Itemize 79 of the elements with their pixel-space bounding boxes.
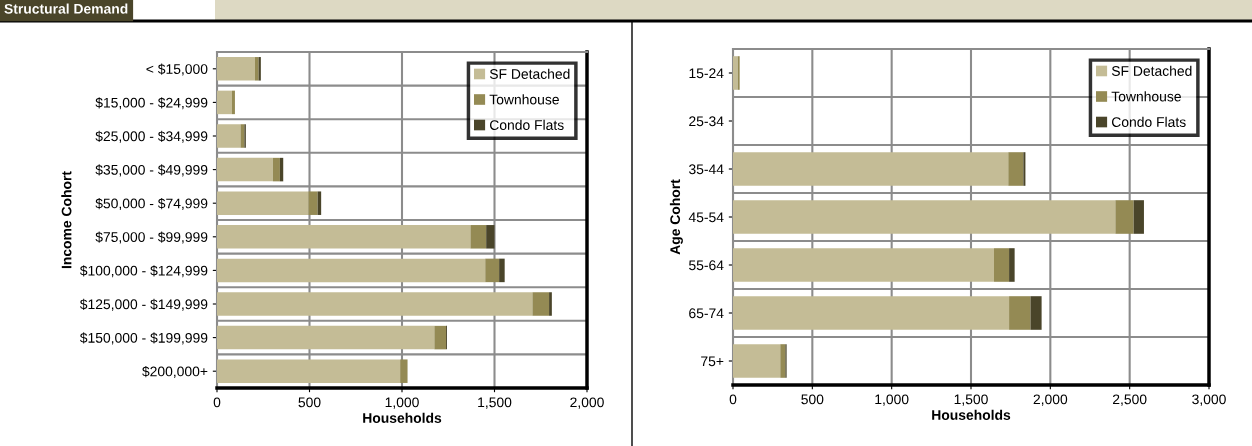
legend-label: Condo Flats: [489, 119, 564, 130]
legend-label: Condo Flats: [1111, 116, 1186, 127]
bar: [217, 225, 471, 249]
y-tick-label: 65-74: [689, 308, 724, 319]
bar: [217, 325, 435, 350]
bar: [470, 225, 487, 249]
bar: [434, 325, 447, 350]
x-tick-label: 2,500: [1112, 394, 1147, 406]
y-tick-label: 25-34: [689, 116, 724, 127]
bar: [499, 258, 505, 283]
bar: [240, 124, 245, 148]
x-tick-label: 500: [298, 397, 321, 408]
y-tick-label: 75+: [701, 356, 724, 367]
x-tick-label: 2,000: [1033, 394, 1068, 406]
y-tick-label: 35-44: [688, 164, 724, 175]
text: Structural Demand: [4, 3, 128, 14]
y-tick-label: 55-64: [689, 260, 724, 271]
y-axis-title: Age Cohort: [669, 179, 683, 255]
y-tick-label: 15-24: [689, 68, 724, 79]
bar: [1133, 200, 1144, 234]
bar: [733, 344, 781, 378]
bar: [308, 191, 318, 215]
x-axis-title: Households: [932, 409, 1011, 420]
y-tick-label: $75,000 - $99,999: [95, 231, 208, 244]
legend-label: Townhouse: [1111, 91, 1181, 102]
bar: [254, 57, 259, 81]
y-tick-label: < $15,000: [146, 63, 208, 76]
y-tick-label: $25,000 - $34,999: [95, 130, 208, 143]
bar: [217, 292, 533, 316]
bar: [217, 258, 486, 283]
bar: [217, 157, 273, 182]
bar: [272, 157, 280, 182]
bar: [1023, 152, 1026, 186]
bar: [733, 200, 1116, 234]
bar: [486, 225, 495, 249]
y-tick-label: $150,000 - $199,999: [79, 332, 208, 345]
x-tick-label: 3,000: [1192, 394, 1226, 406]
x-tick-label: 1,500: [478, 397, 512, 409]
y-tick-label: $125,000 - $149,999: [79, 298, 208, 311]
y-tick-label: 45-54: [688, 212, 724, 223]
y-tick-label: $35,000 - $49,999: [95, 164, 208, 177]
x-tick-label: 2,000: [570, 397, 604, 409]
bar: [733, 56, 738, 90]
x-tick-label: 0: [729, 394, 737, 405]
y-tick-label: $15,000 - $24,999: [95, 97, 208, 110]
bar: [1030, 296, 1042, 330]
bar: [217, 124, 241, 148]
bar: [780, 344, 786, 378]
x-tick-label: 0: [213, 397, 221, 408]
y-axis-title: Income Cohort: [61, 171, 72, 269]
bar: [217, 359, 401, 383]
bar: [258, 57, 261, 81]
y-tick-label: $200,000+: [142, 365, 208, 379]
legend-label: SF Detached: [1111, 65, 1192, 76]
bar: [485, 258, 500, 283]
x-tick-label: 500: [801, 394, 824, 405]
x-axis-title: Households: [363, 412, 442, 423]
x-tick-label: 1,000: [875, 394, 909, 406]
y-tick-label: $50,000 - $74,999: [95, 197, 208, 211]
bar: [549, 292, 552, 316]
bar: [1009, 296, 1031, 330]
bar: [1115, 200, 1134, 234]
bar: [231, 90, 235, 115]
legend-label: SF Detached: [489, 68, 570, 79]
bar: [217, 191, 309, 215]
bar: [217, 57, 255, 81]
x-tick-label: 1,500: [954, 394, 988, 406]
bar: [994, 248, 1010, 282]
bar: [1009, 248, 1015, 282]
legend-label: Townhouse: [489, 94, 559, 105]
bar: [400, 359, 408, 383]
bar: [217, 90, 232, 115]
y-tick-label: $100,000 - $124,999: [79, 265, 208, 278]
x-tick-label: 1,000: [385, 397, 419, 409]
bar: [1008, 152, 1024, 186]
bar: [733, 296, 1010, 330]
bar: [733, 248, 995, 282]
bar: [733, 152, 1009, 186]
bar: [532, 292, 550, 316]
